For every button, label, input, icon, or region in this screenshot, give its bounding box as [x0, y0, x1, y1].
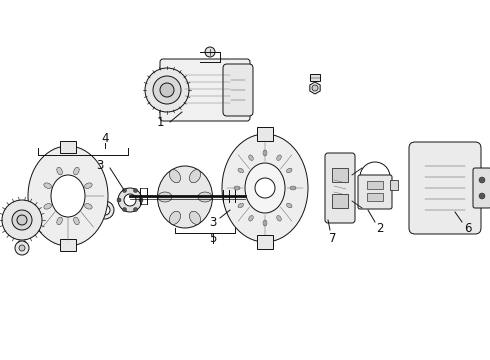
- Ellipse shape: [263, 150, 267, 156]
- Circle shape: [133, 189, 138, 193]
- Circle shape: [118, 188, 142, 212]
- Ellipse shape: [190, 211, 200, 224]
- Bar: [332, 168, 348, 182]
- Ellipse shape: [277, 216, 281, 221]
- Circle shape: [145, 68, 189, 112]
- Text: 6: 6: [464, 221, 472, 234]
- Bar: [257, 127, 273, 141]
- FancyBboxPatch shape: [325, 153, 355, 223]
- Ellipse shape: [287, 168, 292, 173]
- Ellipse shape: [158, 192, 172, 202]
- Ellipse shape: [198, 192, 212, 202]
- Polygon shape: [310, 82, 320, 94]
- Ellipse shape: [84, 183, 92, 188]
- Bar: [310, 74, 320, 81]
- Ellipse shape: [51, 175, 85, 217]
- Ellipse shape: [190, 170, 200, 183]
- Circle shape: [2, 200, 42, 240]
- Bar: [367, 181, 383, 189]
- Bar: [332, 194, 348, 208]
- Ellipse shape: [74, 217, 79, 225]
- Circle shape: [139, 198, 143, 202]
- Circle shape: [312, 85, 318, 91]
- FancyBboxPatch shape: [358, 175, 392, 209]
- Ellipse shape: [170, 170, 181, 183]
- Circle shape: [100, 205, 110, 215]
- Ellipse shape: [277, 155, 281, 161]
- Ellipse shape: [57, 217, 62, 225]
- Ellipse shape: [44, 203, 51, 209]
- Ellipse shape: [234, 186, 240, 190]
- Circle shape: [122, 189, 126, 193]
- Circle shape: [153, 76, 181, 104]
- Text: 3: 3: [97, 158, 104, 171]
- Ellipse shape: [170, 211, 181, 224]
- Text: 2: 2: [376, 221, 384, 234]
- Circle shape: [479, 193, 485, 199]
- Ellipse shape: [157, 166, 213, 228]
- Text: 7: 7: [329, 231, 337, 244]
- Circle shape: [255, 178, 275, 198]
- Ellipse shape: [249, 155, 253, 161]
- Circle shape: [124, 194, 136, 206]
- FancyBboxPatch shape: [160, 59, 250, 121]
- Ellipse shape: [84, 203, 92, 209]
- Circle shape: [479, 177, 485, 183]
- Circle shape: [160, 83, 174, 97]
- Text: 3: 3: [209, 216, 217, 229]
- Bar: [60, 239, 76, 251]
- Circle shape: [122, 207, 126, 212]
- Circle shape: [133, 207, 138, 212]
- Circle shape: [19, 245, 25, 251]
- Ellipse shape: [238, 168, 244, 173]
- Text: 1: 1: [156, 116, 164, 129]
- Ellipse shape: [44, 183, 51, 188]
- FancyBboxPatch shape: [473, 168, 490, 208]
- Ellipse shape: [245, 163, 285, 213]
- Circle shape: [96, 201, 114, 219]
- Ellipse shape: [263, 220, 267, 226]
- Ellipse shape: [290, 186, 296, 190]
- Bar: [257, 235, 273, 249]
- Ellipse shape: [74, 167, 79, 175]
- Bar: [60, 141, 76, 153]
- Ellipse shape: [57, 167, 62, 175]
- Circle shape: [15, 241, 29, 255]
- Circle shape: [117, 198, 121, 202]
- Circle shape: [17, 215, 27, 225]
- FancyBboxPatch shape: [409, 142, 481, 234]
- Ellipse shape: [222, 134, 308, 242]
- Circle shape: [12, 210, 32, 230]
- Text: 4: 4: [101, 131, 109, 144]
- Ellipse shape: [249, 216, 253, 221]
- Ellipse shape: [28, 146, 108, 246]
- Ellipse shape: [238, 203, 244, 208]
- Ellipse shape: [287, 203, 292, 208]
- Text: 5: 5: [209, 231, 217, 244]
- Circle shape: [205, 47, 215, 57]
- Bar: [390, 180, 398, 190]
- FancyBboxPatch shape: [223, 64, 253, 116]
- Bar: [367, 193, 383, 201]
